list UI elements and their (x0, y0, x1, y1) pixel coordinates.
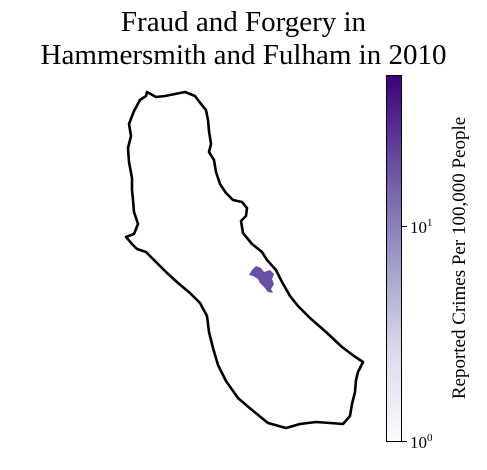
map-title: Fraud and Forgery in Hammersmith and Ful… (0, 6, 487, 72)
colorbar-tick-label-10: 101 (410, 217, 433, 237)
colorbar-tick-label-1: 100 (410, 432, 433, 452)
colorbar (386, 75, 402, 442)
borough-outline (124, 90, 365, 430)
highlighted-area (249, 266, 274, 293)
map-title-line-2: Hammersmith and Fulham in 2010 (40, 39, 447, 71)
colorbar-axis-label: Reported Crimes Per 100,000 People (449, 116, 470, 400)
map-title-line-1: Fraud and Forgery in (120, 6, 367, 38)
colorbar-tick-10 (402, 226, 407, 227)
colorbar-tick-1 (402, 441, 407, 442)
